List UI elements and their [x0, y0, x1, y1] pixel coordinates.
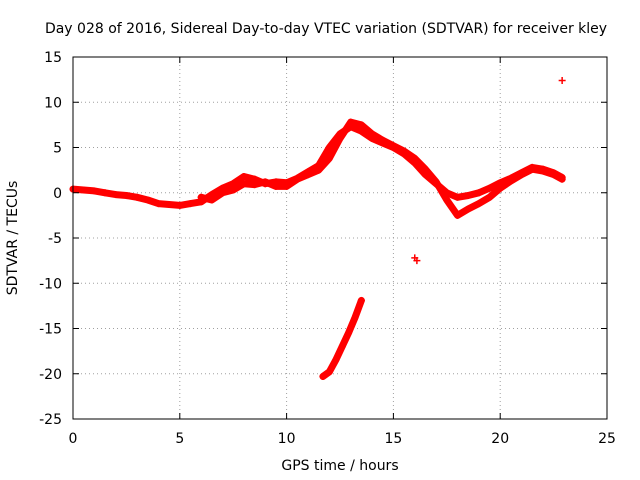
data-point — [293, 175, 301, 183]
data-point — [345, 329, 353, 337]
data-point — [251, 181, 259, 189]
data-point — [208, 196, 216, 204]
data-point — [486, 184, 494, 192]
data-point — [186, 200, 194, 208]
x-tick-label: 20 — [491, 431, 509, 447]
data-point — [80, 186, 88, 194]
axis-ticks: 0 5 10 15 20 25 -25 -20 -15 -10 -5 0 5 10 15 — [39, 50, 616, 447]
y-tick-label: -20 — [39, 367, 62, 383]
data-point — [496, 184, 504, 192]
data-point — [347, 118, 355, 126]
data-points — [69, 77, 566, 380]
data-point — [101, 189, 109, 197]
data-point — [319, 372, 327, 380]
y-tick-label: -25 — [39, 412, 62, 428]
data-point — [413, 257, 421, 265]
data-point — [283, 182, 291, 190]
data-point — [357, 121, 365, 129]
data-point — [90, 187, 98, 195]
chart-title: Day 028 of 2016, Sidereal Day-to-day VTE… — [45, 21, 607, 37]
grid — [73, 57, 607, 419]
y-tick-label: -10 — [39, 276, 62, 292]
x-tick-label: 5 — [175, 431, 184, 447]
data-point — [558, 175, 566, 183]
data-point — [453, 211, 461, 219]
data-point — [475, 200, 483, 208]
x-tick-label: 10 — [278, 431, 296, 447]
data-point — [539, 167, 547, 175]
data-point — [122, 191, 130, 199]
y-tick-label: -15 — [39, 322, 62, 338]
data-point — [261, 178, 269, 186]
data-point — [165, 201, 173, 209]
data-point — [336, 134, 344, 142]
data-point — [528, 165, 536, 173]
data-point — [379, 136, 387, 144]
data-point — [240, 180, 248, 188]
y-tick-label: 15 — [44, 50, 62, 66]
data-point — [304, 171, 312, 179]
data-point — [443, 196, 451, 204]
data-point — [389, 142, 397, 150]
data-point — [464, 205, 472, 213]
data-point — [558, 77, 566, 85]
data-point — [464, 191, 472, 199]
data-point — [325, 154, 333, 162]
data-point — [112, 191, 120, 199]
y-tick-label: 5 — [53, 141, 62, 157]
data-point — [518, 171, 526, 179]
data-point — [432, 178, 440, 186]
data-point — [338, 343, 346, 351]
y-axis-label: SDTVAR / TECUs — [5, 181, 21, 296]
data-point — [507, 177, 515, 185]
data-point — [475, 189, 483, 197]
data-point — [400, 147, 408, 155]
data-point — [219, 189, 227, 197]
data-point — [240, 172, 248, 180]
series-isolated-points — [411, 77, 566, 265]
data-point — [315, 166, 323, 174]
data-point — [325, 368, 333, 376]
y-tick-label: 10 — [44, 95, 62, 111]
x-tick-label: 25 — [598, 431, 616, 447]
data-point — [357, 296, 365, 304]
y-tick-label: -5 — [48, 231, 62, 247]
data-point — [411, 154, 419, 162]
data-point — [176, 201, 184, 209]
series-trace — [319, 296, 365, 380]
data-point — [197, 193, 205, 201]
y-tick-label: 0 — [53, 186, 62, 202]
data-point — [368, 130, 376, 138]
x-tick-label: 15 — [384, 431, 402, 447]
series-trace — [197, 118, 566, 219]
data-point — [421, 165, 429, 173]
data-point — [486, 193, 494, 201]
series-descending-arc — [319, 296, 365, 380]
data-point — [332, 356, 340, 364]
data-point — [229, 186, 237, 194]
data-point — [133, 193, 141, 201]
data-point — [550, 171, 558, 179]
x-axis-label: GPS time / hours — [281, 458, 398, 474]
x-tick-label: 0 — [69, 431, 78, 447]
data-point — [272, 182, 280, 190]
data-point — [453, 193, 461, 201]
data-point — [144, 196, 152, 204]
data-point — [351, 314, 359, 322]
data-point — [154, 200, 162, 208]
series-secondary-trace — [197, 118, 566, 219]
